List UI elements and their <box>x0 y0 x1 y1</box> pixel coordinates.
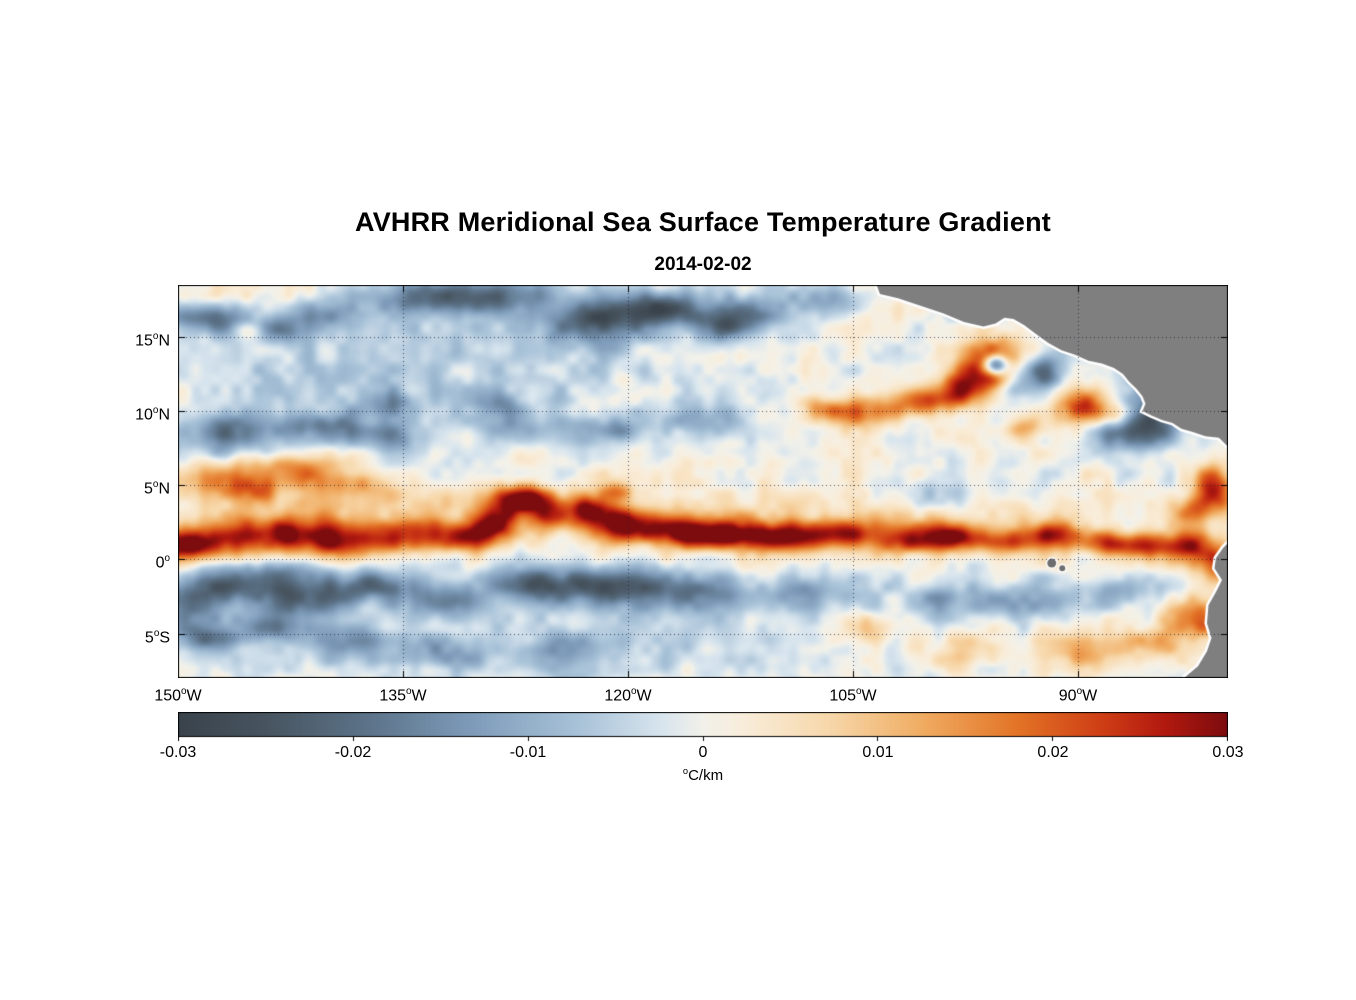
degree-superscript: o <box>181 686 187 697</box>
y-tick-label: 5oS <box>144 627 170 646</box>
x-tick-label: 105oW <box>829 686 877 705</box>
x-tick-label: 120oW <box>604 686 652 705</box>
degree-superscript: o <box>152 479 159 491</box>
colorbar-tick-label: 0.03 <box>1212 744 1244 761</box>
degree-superscript: o <box>856 686 862 697</box>
colorbar-canvas <box>178 712 1228 742</box>
colorbar-units-label: oC/km <box>682 766 724 784</box>
colorbar-tick-label: 0.01 <box>862 744 894 761</box>
x-tick-label: 90oW <box>1058 686 1098 705</box>
y-tick-label: 5oN <box>144 479 170 498</box>
degree-superscript: o <box>406 686 412 697</box>
sst-gradient-heatmap-canvas <box>178 285 1228 678</box>
chart-date-subtitle: 2014-02-02 <box>654 254 752 275</box>
degree-superscript: o <box>631 686 637 697</box>
degree-superscript: o <box>682 766 689 776</box>
y-tick-label: 10oN <box>135 405 170 424</box>
degree-superscript: o <box>164 553 170 565</box>
degree-superscript: o <box>152 330 159 342</box>
y-tick-label: 15oN <box>135 330 170 350</box>
colorbar-tick-label: 0.02 <box>1037 744 1069 761</box>
colorbar-tick-label: -0.02 <box>334 744 372 761</box>
colorbar-tick-label: 0 <box>698 744 708 761</box>
x-tick-label: 150oW <box>154 686 202 705</box>
degree-superscript: o <box>152 405 159 417</box>
colorbar-tick-label: -0.01 <box>509 744 547 761</box>
colorbar-tick-label: -0.03 <box>159 744 197 761</box>
x-tick-label: 135oW <box>379 686 427 705</box>
y-tick-label: 0o <box>155 553 170 572</box>
degree-superscript: o <box>1076 686 1083 697</box>
chart-title: AVHRR Meridional Sea Surface Temperature… <box>355 207 1051 237</box>
degree-superscript: o <box>153 627 160 639</box>
